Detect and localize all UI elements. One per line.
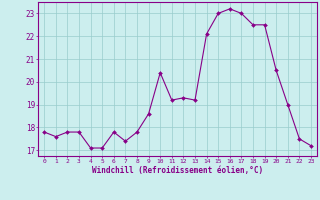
X-axis label: Windchill (Refroidissement éolien,°C): Windchill (Refroidissement éolien,°C): [92, 166, 263, 175]
